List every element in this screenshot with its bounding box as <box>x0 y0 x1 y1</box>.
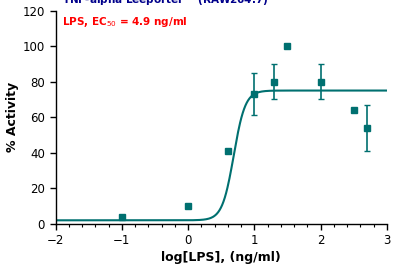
Text: LPS, EC$_{\mathrm{50}}$ = 4.9 ng/ml: LPS, EC$_{\mathrm{50}}$ = 4.9 ng/ml <box>62 15 188 29</box>
Text: TNF-alpha Leeporter$^{\mathrm{TM}}$ (RAW264.7): TNF-alpha Leeporter$^{\mathrm{TM}}$ (RAW… <box>62 0 268 8</box>
Y-axis label: % Activity: % Activity <box>6 82 19 152</box>
X-axis label: log[LPS], (ng/ml): log[LPS], (ng/ml) <box>161 251 281 264</box>
Text: TNF-alpha Leeporter: TNF-alpha Leeporter <box>0 269 1 270</box>
